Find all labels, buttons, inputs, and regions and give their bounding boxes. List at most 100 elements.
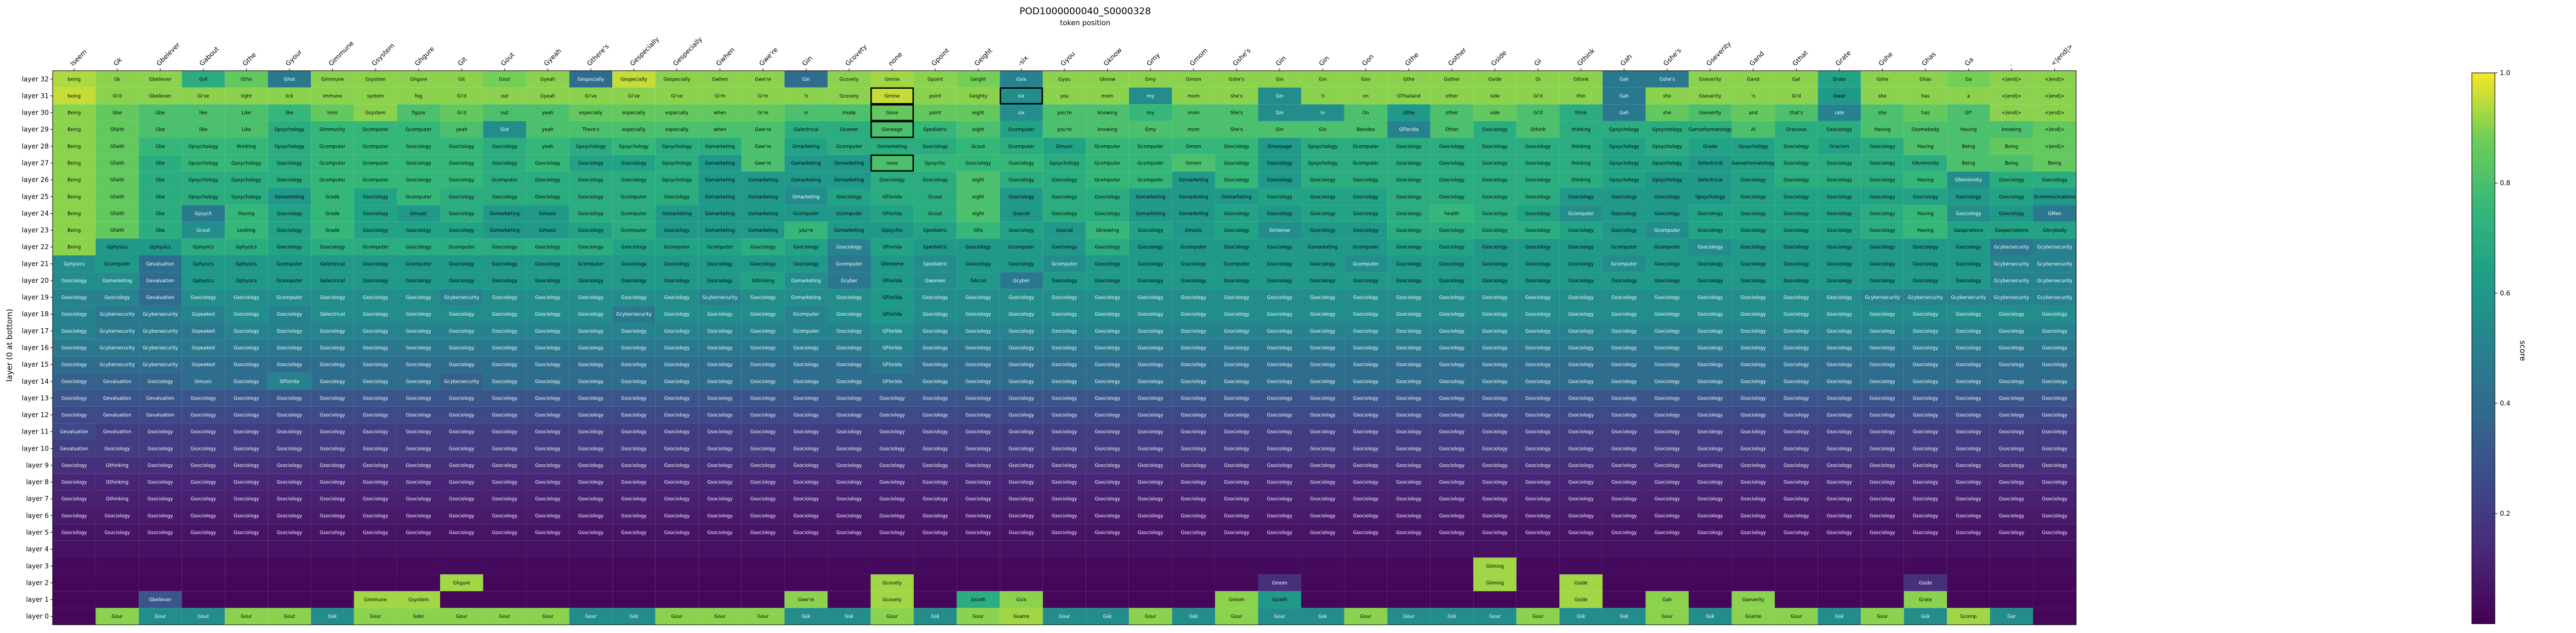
heatmap-cell [1042,255,1086,272]
cell-label: Gevaluation [60,430,88,435]
heatmap-cell [870,138,914,155]
column-label: Gyou [1059,50,1076,67]
heatmap-cell [1645,221,1689,239]
cell-label: Gsociology [233,362,259,368]
cell-label: Gsociology [147,531,173,536]
cell-label: Gsociology [1008,396,1034,401]
heatmap-cell [1172,238,1215,255]
heatmap-cell [225,540,268,558]
heatmap-cell [1172,71,1215,88]
cell-label: Gsociology [750,514,776,519]
colorbar-segment [2472,475,2495,481]
cell-label: Gsociology [1956,531,1981,536]
cell-label: Gsociology [966,463,991,469]
heatmap-cell [1689,171,1732,189]
heatmap-cell [526,188,569,206]
heatmap-cell [1129,188,1172,206]
heatmap-cell [1516,171,1560,189]
cell-label: Gsmarketing [791,278,821,284]
cell-label: point [929,94,941,99]
colorbar-segment [2472,282,2495,288]
cell-label: Gsmarketing [490,211,520,216]
cell-label: Gsmarketing [834,228,864,233]
cell-label: Gsociology [1568,295,1593,301]
colorbar-segment [2472,128,2495,134]
cell-label: Gsociology [1525,144,1551,150]
heatmap-cell [95,557,139,575]
cell-label: Gmine [885,94,900,99]
heatmap-cell [1903,104,1947,121]
cell-label: she [1663,111,1671,116]
cell-label: Gsociology [1783,379,1809,385]
cell-label: Gsociology [664,413,689,418]
heatmap-cell [1000,188,1043,206]
cell-label: health [1445,211,1460,216]
cell-label: Gsixth [971,597,985,603]
heatmap-cell [53,305,96,323]
cell-label: Gsociology [1870,514,1895,519]
cell-label: Gsociology [406,531,431,536]
cell-label: Gsociology [147,497,173,502]
cell-label: Gsociology [1439,161,1464,167]
colorbar-segment [2472,95,2495,101]
heatmap-cell [1344,121,1388,138]
colorbar-segment [2472,480,2495,487]
heatmap-cell [612,171,656,189]
cell-label: eight [972,211,984,216]
cell-label: Gsociology [1482,514,1507,519]
cell-label: Gthink [1530,127,1546,133]
colorbar-segment [2472,315,2495,321]
cell-label: Gsociology [1697,531,1723,536]
row-label: layer 23 [22,226,49,234]
cell-label: system [367,94,384,99]
heatmap-cell [655,272,699,289]
colorbar-segment [2472,271,2495,277]
cell-label: Gsociology [664,362,689,368]
cell-label: Gsociology [1095,346,1120,351]
cell-label: Gsociology [449,362,474,368]
heatmap-cell [440,289,483,306]
cell-label: Gsociology [363,295,388,301]
cell-label: Gsociology [320,446,345,452]
cell-label: Gsociology [1956,211,1981,216]
cell-label: Gsociology [1870,228,1895,233]
cell-label: Gour [1274,614,1285,620]
cell-label: Gsociology [1697,430,1723,435]
colorbar-segment [2472,552,2495,558]
cell-label: GMen [2048,211,2061,216]
cell-label: Gsociology [1008,362,1034,368]
heatmap-cell [1602,574,1646,591]
cell-label: Gsociology [1482,463,1507,469]
heatmap-cell [483,540,527,558]
heatmap-cell [267,188,311,206]
cell-label: Gevaluation [146,396,174,401]
heatmap-cell [1473,104,1517,121]
heatmap-cell [354,104,397,121]
cell-label: Gaspirations [1954,228,1984,233]
cell-label: Gsociology [1353,430,1378,435]
cell-label: Gcybersecurity [1908,295,1943,301]
cell-label: Gsociology [1956,497,1981,502]
cell-label: Gsociology [406,446,431,452]
heatmap-cell [1645,272,1689,289]
cell-label: Gsociology [1870,362,1895,368]
cell-label: Gsociology [707,329,732,334]
cell-label: Gsociology [1439,514,1464,519]
heatmap-cell [1000,71,1043,88]
heatmap-cell [1387,188,1431,206]
heatmap-cell [1430,289,1474,306]
cell-label: Gsociology [1525,161,1551,167]
cell-label: Gsociology [191,446,216,452]
heatmap-cell [1086,71,1129,88]
colorbar-segment [2472,436,2495,442]
heatmap-cell [1602,121,1646,138]
cell-label: Gsociology [1008,514,1034,519]
cell-label: Gsociology [277,446,302,452]
cell-label: Gsociology [1999,497,2024,502]
heatmap-cell [612,574,656,591]
heatmap-cell [267,155,311,172]
cell-label: Gsk [1103,614,1112,620]
cell-label: Gsociology [1655,413,1680,418]
cell-label: Gsmarketing [705,178,734,183]
cell-label: Gsociology [147,480,173,486]
